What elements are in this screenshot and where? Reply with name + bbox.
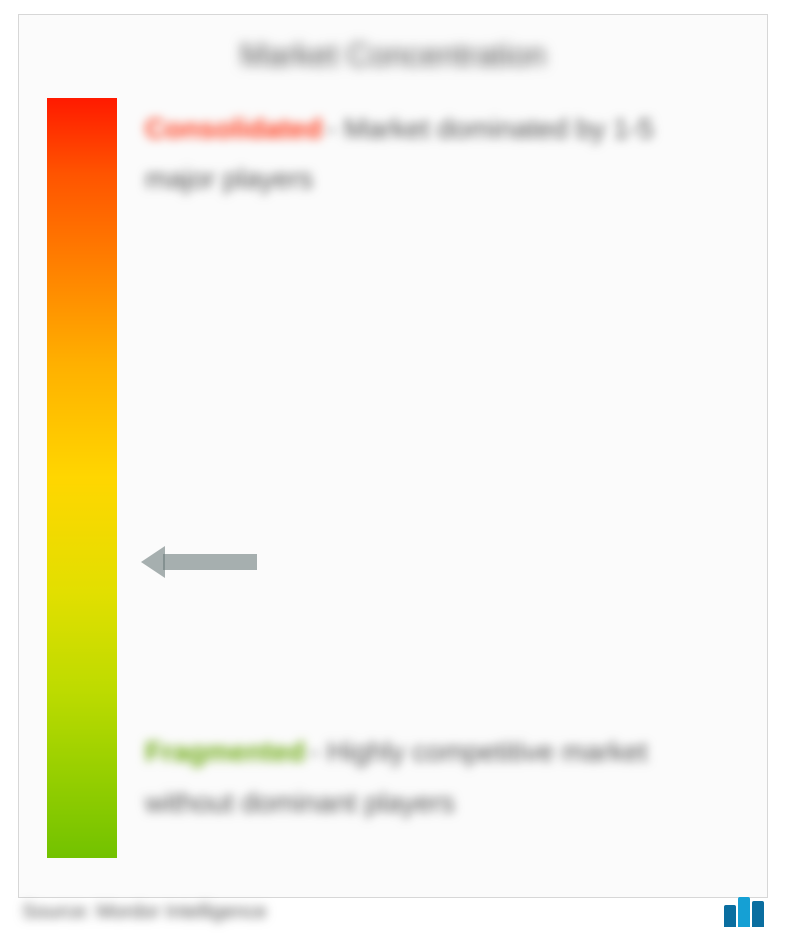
arrow-shaft-icon	[163, 554, 257, 570]
text-column: Consolidated - Market dominated by 1-5 m…	[117, 98, 739, 868]
concentration-gradient-bar	[47, 98, 117, 858]
consolidated-label: Consolidated	[145, 113, 322, 144]
arrow-head-icon	[141, 546, 165, 578]
gradient-column	[47, 98, 117, 868]
source-text: Source: Mordor Intelligence	[22, 901, 267, 924]
consolidated-block: Consolidated - Market dominated by 1-5 m…	[145, 104, 729, 205]
position-arrow-icon	[141, 546, 261, 580]
logo-bar-1	[724, 905, 736, 927]
card-title: Market Concentration	[47, 37, 739, 74]
fragmented-label: Fragmented	[145, 736, 305, 767]
logo-bar-3	[752, 901, 764, 927]
footer: Source: Mordor Intelligence	[18, 897, 768, 927]
market-concentration-card: Market Concentration Consolidated - Mark…	[18, 14, 768, 898]
fragmented-block: Fragmented - Highly competitive market w…	[145, 727, 729, 828]
card-content: Consolidated - Market dominated by 1-5 m…	[47, 98, 739, 868]
brand-logo-icon	[724, 897, 764, 927]
logo-bar-2	[738, 897, 750, 927]
